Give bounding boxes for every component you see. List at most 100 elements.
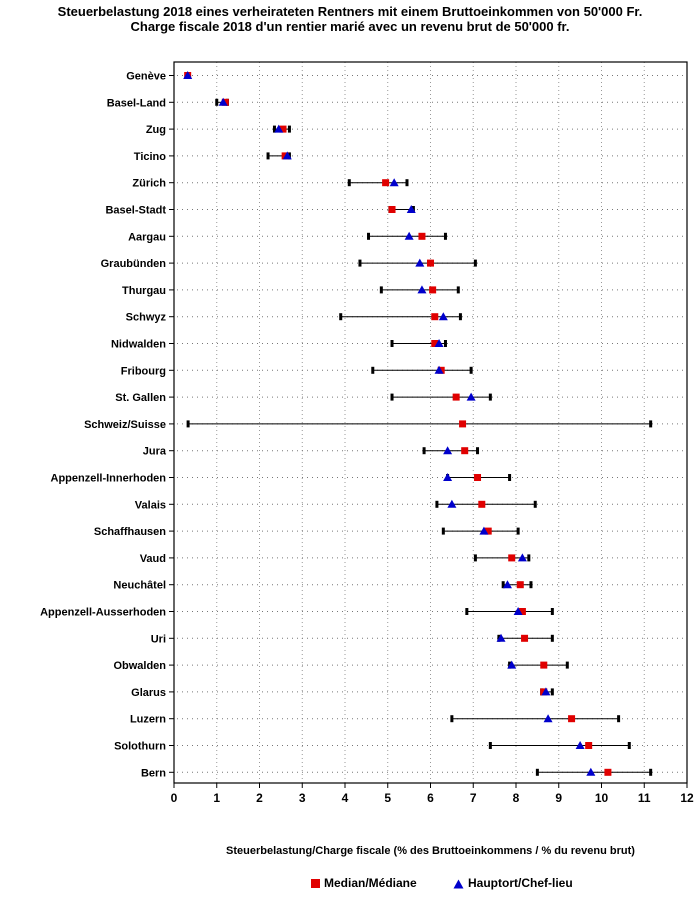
range-max-cap [458,313,462,321]
capital-marker [434,365,444,374]
median-marker [429,286,437,294]
capital-marker [443,446,453,455]
range-max-cap [456,286,460,294]
range-max-cap [527,554,531,562]
range-max-cap [516,527,520,535]
range-min-cap [535,768,539,776]
category-label: Schaffhausen [94,526,166,538]
capital-marker [502,580,512,589]
capital-marker [507,660,517,669]
median-marker [474,474,482,481]
range-max-cap [550,634,554,642]
range-max-cap [649,420,653,428]
range-max-cap [617,715,621,723]
legend-capital: Hauptort/Chef-lieu [453,876,573,890]
category-label: Solothurn [114,741,166,753]
range-max-cap [405,179,409,187]
category-label: Aargau [128,231,166,243]
capital-marker [438,312,448,321]
median-marker [418,232,426,240]
range-min-cap [390,340,394,347]
category-label: Bern [141,767,166,779]
category-label: Appenzell-Ausserhoden [40,607,166,619]
category-label: Neuchâtel [113,580,166,592]
range-max-cap [476,447,480,455]
category-label: Vaud [140,553,166,565]
category-label: Basel-Land [107,97,166,109]
median-marker [452,393,460,401]
median-marker [431,313,439,321]
capital-marker [541,687,551,696]
capital-marker [517,553,527,562]
capital-marker [274,124,284,133]
blue-triangle-icon [453,879,464,889]
category-label: Fribourg [121,365,166,377]
capital-marker [218,97,228,106]
capital-marker [447,499,457,508]
legend-median-label: Median/Médiane [324,876,417,890]
x-tick-label: 12 [680,791,694,805]
category-label: Luzern [130,714,166,726]
range-min-cap [358,259,362,267]
range-max-cap [565,661,569,669]
category-label: Zürich [132,178,166,190]
median-marker [540,661,548,669]
range-min-cap [215,98,219,106]
x-tick-label: 0 [171,791,178,805]
capital-marker [586,767,596,776]
range-max-cap [550,688,554,696]
category-label: Ticino [134,151,166,163]
range-max-cap [627,742,631,749]
category-label: Glarus [131,687,166,699]
legend-median: Median/Médiane [311,876,417,890]
range-min-cap [435,500,439,508]
x-tick-label: 3 [299,791,306,805]
x-tick-label: 5 [384,791,391,805]
median-marker [521,634,529,642]
capital-marker [406,205,416,213]
range-min-cap [473,554,477,562]
range-min-cap [488,742,492,749]
median-marker [568,715,576,723]
range-min-cap [465,608,469,615]
capital-marker [543,714,553,723]
category-label: Uri [151,633,166,645]
legend-capital-label: Hauptort/Chef-lieu [468,876,573,890]
median-marker [388,206,396,213]
category-label: Genève [126,71,166,83]
median-marker [427,259,434,267]
median-marker [279,125,287,133]
median-marker [461,447,469,455]
x-tick-label: 8 [513,791,520,805]
category-label: St. Gallen [115,392,166,404]
capital-marker [282,151,292,160]
capital-marker [575,741,585,749]
capital-marker [389,178,399,187]
x-tick-label: 1 [213,791,220,805]
capital-marker [434,339,444,347]
range-min-cap [272,125,276,133]
x-tick-label: 10 [595,791,609,805]
range-min-cap [347,179,351,187]
median-marker [508,554,516,562]
range-max-cap [287,125,291,133]
median-marker [518,608,526,615]
category-label: Zug [146,124,166,136]
x-tick-label: 2 [256,791,263,805]
x-tick-label: 11 [638,791,651,805]
median-marker [459,420,467,428]
category-label: Appenzell-Innerhoden [51,473,167,485]
median-marker [484,527,492,535]
capital-marker [513,607,523,615]
x-tick-label: 4 [342,791,349,805]
range-max-cap [533,500,537,508]
category-label: Basel-Stadt [105,205,166,217]
range-min-cap [379,286,383,294]
capital-marker [496,633,506,642]
category-label: Nidwalden [111,339,166,351]
range-max-cap [508,474,512,481]
capital-marker [404,231,414,240]
range-min-cap [390,393,394,401]
range-max-cap [550,608,554,615]
x-tick-label: 6 [427,791,434,805]
